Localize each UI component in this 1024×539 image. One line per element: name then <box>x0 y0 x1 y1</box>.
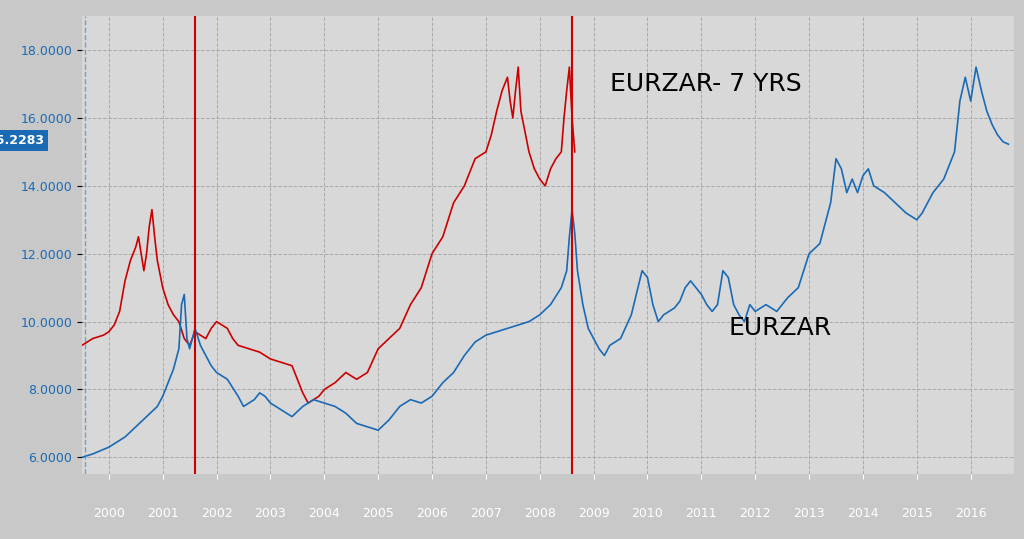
Text: EURZAR- 7 YRS: EURZAR- 7 YRS <box>609 72 802 96</box>
Text: 2001: 2001 <box>146 507 178 520</box>
Text: 2014: 2014 <box>847 507 879 520</box>
Text: 15.2283: 15.2283 <box>0 134 44 147</box>
Text: 2004: 2004 <box>308 507 340 520</box>
Text: 2012: 2012 <box>739 507 771 520</box>
Text: 2003: 2003 <box>255 507 287 520</box>
Text: 2011: 2011 <box>685 507 717 520</box>
Text: 2013: 2013 <box>794 507 825 520</box>
Text: 2002: 2002 <box>201 507 232 520</box>
Text: 2006: 2006 <box>416 507 447 520</box>
Text: 2008: 2008 <box>524 507 556 520</box>
Text: 2000: 2000 <box>93 507 125 520</box>
Text: 2016: 2016 <box>954 507 986 520</box>
Text: EURZAR: EURZAR <box>728 316 831 340</box>
Text: 2007: 2007 <box>470 507 502 520</box>
Text: 2015: 2015 <box>901 507 933 520</box>
Text: 2010: 2010 <box>632 507 664 520</box>
Text: 2009: 2009 <box>578 507 609 520</box>
Text: 2005: 2005 <box>362 507 394 520</box>
